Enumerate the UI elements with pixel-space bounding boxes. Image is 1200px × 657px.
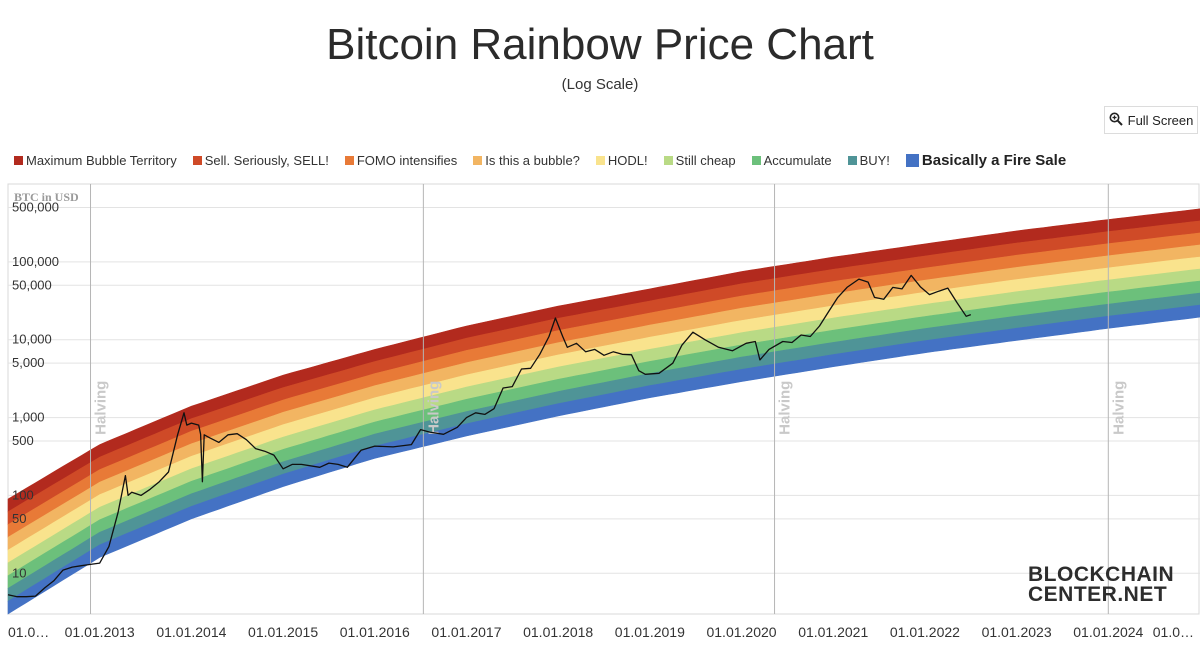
legend-swatch [905, 154, 919, 167]
legend: Maximum Bubble Territory Sell. Seriously… [14, 152, 1066, 169]
x-tick-label: 01.01.2013 [65, 624, 135, 640]
y-tick-label: 50 [12, 511, 26, 526]
plot-frame [7, 183, 1200, 615]
x-tick-label: 01.01.2022 [890, 624, 960, 640]
price-series [7, 274, 972, 598]
legend-swatch [473, 156, 483, 165]
logo-line-1: BLOCKCHAIN [1028, 563, 1175, 586]
halving-markers: Halving Halving Halving Halving [90, 184, 1127, 614]
logo-line-2: CENTER.NET [1028, 583, 1168, 606]
zoom-in-icon [1109, 112, 1123, 129]
legend-label: HODL! [607, 153, 648, 168]
x-tick-label: 01.01.2019 [615, 624, 685, 640]
legend-item-fire-sale[interactable]: Basically a Fire Sale [905, 152, 1067, 169]
y-tick-label: 100,000 [12, 254, 59, 269]
chart-subtitle: (Log Scale) [561, 76, 639, 93]
legend-item-still-cheap[interactable]: Still cheap [663, 153, 736, 168]
rainbow-bands [7, 208, 1200, 615]
y-tick-label: 500,000 [12, 199, 59, 214]
x-tick-label: 01.01.2015 [248, 624, 318, 640]
legend-swatch [595, 156, 605, 165]
full-screen-button[interactable]: Full Screen [1104, 106, 1198, 134]
legend-item-buy[interactable]: BUY! [847, 153, 890, 168]
x-tick-label: 01.01.2017 [431, 624, 501, 640]
y-tick-label: 50,000 [12, 277, 52, 292]
legend-item-bubble[interactable]: Is this a bubble? [473, 153, 580, 168]
y-axis-labels: 500,000 100,000 50,000 10,000 5,000 1,000 500 1… [12, 199, 59, 580]
x-tick-label: 01.01.2023 [982, 624, 1052, 640]
y-tick-label: 500 [12, 433, 34, 448]
legend-label: Sell. Seriously, SELL! [204, 153, 329, 168]
halving-label: Halving [93, 381, 110, 435]
legend-label: Basically a Fire Sale [921, 152, 1067, 169]
legend-label: Still cheap [675, 153, 736, 168]
legend-swatch [847, 156, 857, 165]
legend-swatch [344, 156, 354, 165]
y-tick-label: 10,000 [12, 332, 52, 347]
price-line [7, 274, 972, 598]
legend-item-accumulate[interactable]: Accumulate [751, 153, 832, 168]
legend-item-maximum-bubble[interactable]: Maximum Bubble Territory [14, 153, 177, 168]
legend-label: BUY! [859, 153, 890, 168]
y-tick-label: 10 [12, 565, 26, 580]
y-tick-label: 100 [12, 487, 34, 502]
legend-item-hodl[interactable]: HODL! [595, 153, 648, 168]
y-tick-label: 1,000 [12, 410, 45, 425]
full-screen-label: Full Screen [1127, 112, 1194, 128]
legend-item-fomo[interactable]: FOMO intensifies [344, 153, 458, 168]
y-tick-label: 5,000 [12, 355, 45, 370]
halving-label: Halving [1110, 381, 1127, 435]
legend-label: Accumulate [763, 153, 832, 168]
rainbow-chart[interactable]: Halving Halving Halving Halving 500,000 100,… [0, 180, 1200, 657]
legend-swatch [14, 156, 23, 165]
y-axis-title: BTC in USD [14, 190, 79, 204]
legend-item-sell[interactable]: Sell. Seriously, SELL! [192, 153, 329, 168]
chart-title: Bitcoin Rainbow Price Chart [326, 20, 874, 69]
legend-swatch [663, 156, 673, 165]
halving-label: Halving [425, 381, 442, 435]
x-tick-label: 01.01.2024 [1073, 624, 1143, 640]
x-tick-label: 01.0… [8, 624, 49, 640]
x-tick-label: 01.01.2020 [706, 624, 776, 640]
x-tick-label: 01.01.2018 [523, 624, 593, 640]
legend-label: FOMO intensifies [356, 153, 458, 168]
x-tick-label: 01.01.2021 [798, 624, 868, 640]
rainbow-band [7, 304, 1200, 615]
legend-label: Is this a bubble? [485, 153, 580, 168]
halving-label: Halving [777, 381, 794, 435]
legend-swatch [751, 156, 761, 165]
grid-lines [7, 183, 1200, 615]
x-tick-label: 01.01.2016 [340, 624, 410, 640]
x-tick-label: 01.0… [1153, 624, 1194, 640]
blockchaincenter-logo: BLOCKCHAIN CENTER.NET [1028, 563, 1175, 606]
x-axis-labels: 01.0… 01.01.2013 01.01.2014 01.01.2015 01.01… [8, 624, 1194, 640]
x-tick-label: 01.01.2014 [156, 624, 226, 640]
legend-label: Maximum Bubble Territory [26, 153, 177, 168]
legend-swatch [192, 156, 202, 165]
